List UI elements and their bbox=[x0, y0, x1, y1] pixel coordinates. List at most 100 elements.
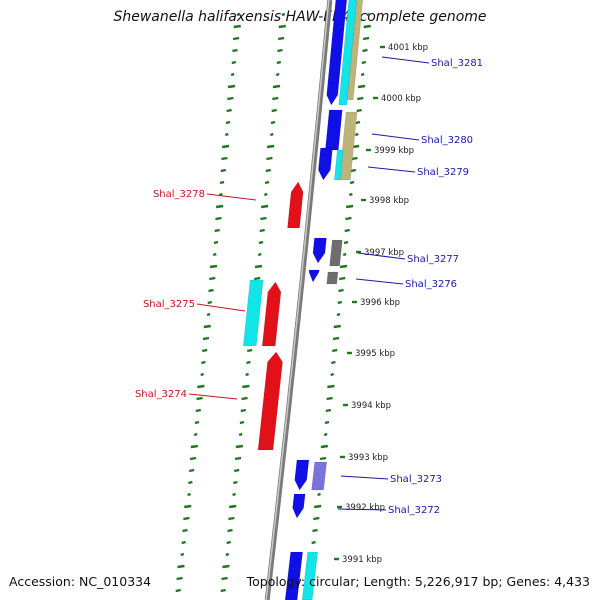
gene-shal-3281-misc bbox=[346, 0, 364, 101]
genome-title: Shewanella halifaxensis HAW-EB4, complet… bbox=[113, 9, 487, 25]
gc-content-tick bbox=[187, 492, 191, 497]
outer-scale-tick bbox=[333, 324, 341, 329]
gc-content-tick bbox=[202, 336, 210, 341]
gene-shal-3275-feature bbox=[242, 279, 264, 347]
outer-scale-tick bbox=[331, 348, 338, 353]
scale-label: 3992 kbp bbox=[345, 503, 385, 513]
gene-shal-3277-cds bbox=[312, 237, 327, 264]
forward-gene-leader bbox=[355, 278, 404, 285]
reverse-gene-leader bbox=[196, 303, 246, 312]
gc-content-tick bbox=[219, 180, 225, 185]
genome-backbone bbox=[264, 0, 333, 600]
outer-scale-tick bbox=[337, 300, 343, 305]
outer-scale-tick bbox=[360, 72, 365, 77]
forward-gene-leader bbox=[381, 56, 430, 64]
gene-shal-3272-cds bbox=[292, 493, 306, 519]
outer-scale-tick bbox=[345, 204, 354, 209]
gene-shal-3279-cds bbox=[318, 147, 333, 181]
gc-content-tick bbox=[190, 444, 199, 449]
outer-scale-tick bbox=[324, 420, 330, 425]
gc-content-tick bbox=[184, 504, 192, 509]
gc-skew-tick bbox=[238, 432, 243, 437]
outer-scale-tick bbox=[345, 216, 352, 221]
outer-scale-tick bbox=[336, 312, 341, 317]
gc-skew-tick bbox=[257, 252, 262, 257]
gc-content-tick bbox=[232, 36, 240, 41]
gene-shal-3276-feature bbox=[326, 271, 339, 285]
gc-content-tick bbox=[182, 528, 188, 533]
outer-scale-tick bbox=[332, 336, 340, 341]
outer-scale-tick bbox=[344, 228, 350, 233]
outer-scale-tick bbox=[349, 180, 355, 185]
gc-content-tick bbox=[220, 168, 226, 173]
outer-scale-tick bbox=[330, 372, 335, 377]
outer-scale-tick bbox=[351, 156, 358, 161]
outer-scale-tick bbox=[338, 288, 344, 293]
gc-content-tick bbox=[188, 480, 193, 485]
gene-shal-3275-cds bbox=[261, 281, 282, 347]
gene-shal-3276-cds bbox=[308, 269, 320, 283]
gene-downstream-feature bbox=[301, 551, 318, 600]
scale-label: 3996 kbp bbox=[360, 298, 400, 308]
gc-skew-tick bbox=[278, 24, 286, 29]
gc-content-tick bbox=[206, 312, 211, 317]
outer-scale-tick bbox=[357, 84, 366, 89]
gc-content-tick bbox=[207, 300, 213, 305]
forward-gene-label: Shal_3279 bbox=[417, 167, 469, 178]
gc-skew-tick bbox=[277, 36, 285, 41]
outer-scale-tick bbox=[317, 492, 321, 497]
gc-content-tick bbox=[197, 384, 205, 389]
gc-skew-tick bbox=[276, 60, 282, 65]
gc-skew-tick bbox=[222, 564, 230, 569]
gc-content-tick bbox=[225, 120, 231, 125]
scale-label: 3995 kbp bbox=[355, 349, 395, 359]
outer-scale-tick bbox=[325, 408, 332, 413]
forward-gene-leader bbox=[357, 252, 406, 260]
gc-content-tick bbox=[232, 48, 238, 53]
gc-content-tick bbox=[226, 108, 232, 113]
gc-skew-tick bbox=[229, 504, 237, 509]
forward-gene-label: Shal_3281 bbox=[431, 58, 483, 69]
gc-content-tick bbox=[189, 456, 197, 461]
reverse-gene-label: Shal_3274 bbox=[135, 389, 187, 400]
scale-label: 3991 kbp bbox=[342, 555, 382, 565]
gc-skew-tick bbox=[269, 132, 274, 137]
outer-scale-tick bbox=[366, 12, 371, 17]
outer-scale-tick bbox=[312, 528, 318, 533]
gc-content-tick bbox=[196, 396, 203, 401]
gc-skew-tick bbox=[246, 348, 253, 353]
gc-skew-tick bbox=[266, 144, 275, 149]
outer-scale-tick bbox=[354, 132, 359, 137]
gc-content-tick bbox=[224, 132, 229, 137]
gc-skew-tick bbox=[232, 492, 236, 497]
gc-skew-tick bbox=[266, 156, 273, 161]
outer-scale-tick bbox=[339, 276, 346, 281]
gc-skew-tick bbox=[260, 216, 267, 221]
gc-content-tick bbox=[181, 540, 186, 545]
gc-skew-tick bbox=[277, 48, 283, 53]
outer-scale-tick bbox=[313, 516, 320, 521]
gc-content-tick bbox=[183, 516, 190, 521]
gc-content-tick bbox=[177, 564, 185, 569]
gc-skew-tick bbox=[254, 264, 263, 269]
scale-label: 4001 kbp bbox=[388, 43, 428, 53]
gc-content-tick bbox=[194, 420, 200, 425]
scale-label: 3999 kbp bbox=[374, 146, 414, 156]
gc-content-tick bbox=[212, 252, 217, 257]
gc-skew-tick bbox=[227, 528, 233, 533]
gc-content-tick bbox=[201, 348, 208, 353]
gc-content-tick bbox=[195, 408, 202, 413]
gene-shal-3279-feature bbox=[334, 149, 344, 181]
gc-skew-tick bbox=[242, 384, 250, 389]
gc-skew-tick bbox=[260, 204, 269, 209]
gc-skew-tick bbox=[245, 372, 250, 377]
gene-shal-3278-cds bbox=[287, 181, 304, 229]
gc-content-tick bbox=[213, 240, 219, 245]
gc-content-tick bbox=[214, 228, 220, 233]
gc-content-tick bbox=[200, 372, 205, 377]
gene-shal-3273-cds bbox=[294, 459, 310, 491]
outer-scale-tick bbox=[331, 360, 336, 365]
outer-scale-tick bbox=[348, 192, 353, 197]
gc-skew-tick bbox=[240, 408, 247, 413]
gc-skew-tick bbox=[254, 276, 261, 281]
